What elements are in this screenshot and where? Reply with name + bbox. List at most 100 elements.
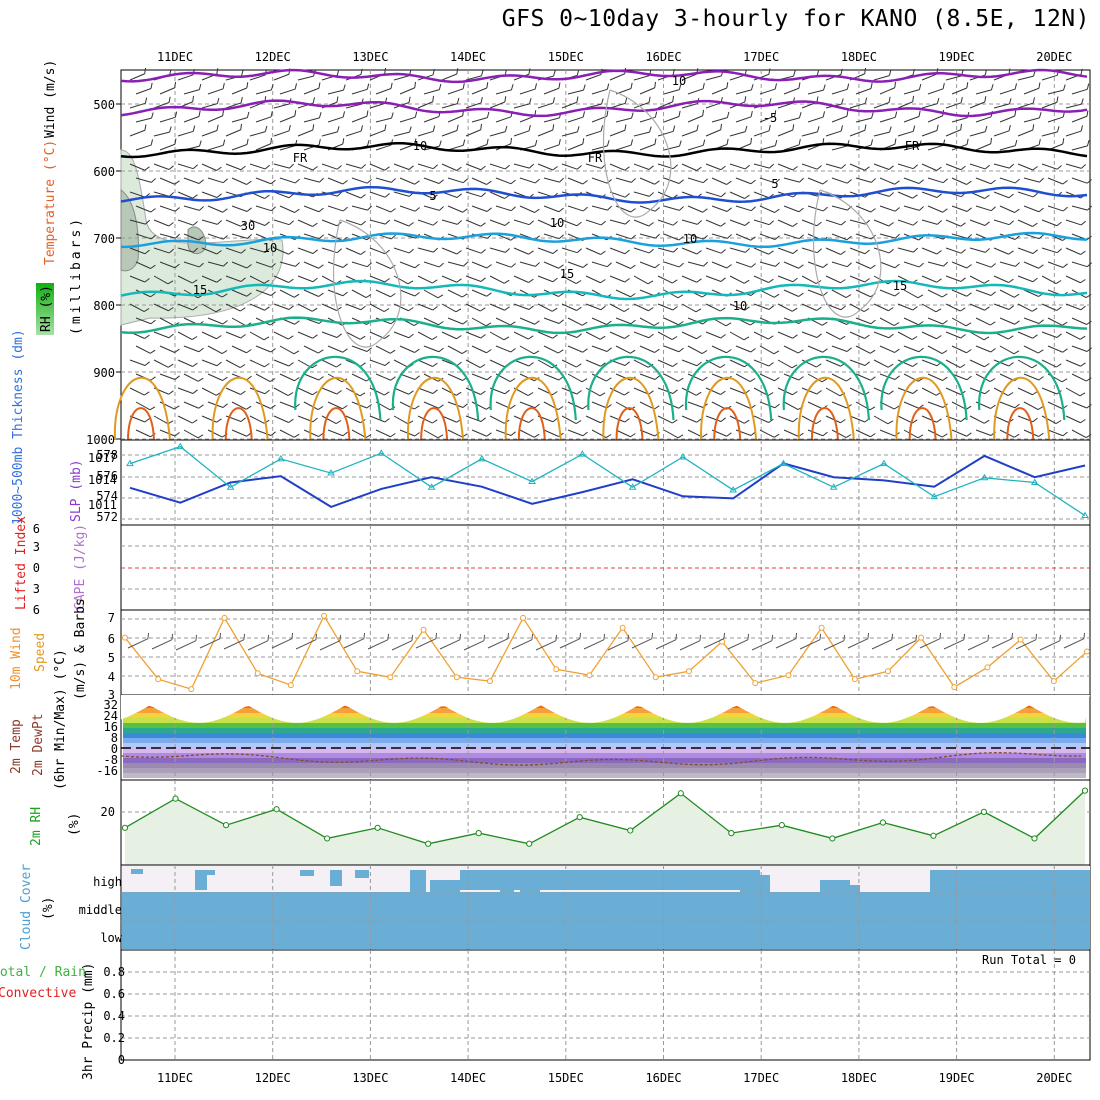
- slp-marker: [779, 459, 788, 467]
- wind-barb: [207, 109, 225, 123]
- date-label: 13DEC: [352, 50, 388, 64]
- rh-point: [576, 814, 583, 821]
- wind-barb: [369, 359, 390, 366]
- wind-barb: [927, 205, 948, 213]
- wind-barb: [681, 415, 702, 423]
- wind-speed-point: [619, 624, 626, 631]
- wind-barb: [633, 387, 654, 395]
- rh-point: [778, 822, 785, 829]
- rh-contour: [813, 189, 882, 318]
- wind-barb: [471, 317, 492, 327]
- wind-barb: [183, 345, 204, 353]
- contour-label: 15: [560, 267, 574, 281]
- surface-barb: [271, 632, 294, 649]
- wind-barb: [903, 317, 924, 326]
- wind-barb: [345, 247, 366, 255]
- wind-barb: [567, 205, 588, 212]
- wind-barb: [303, 345, 324, 354]
- wind-barb: [159, 233, 180, 239]
- slp-marker: [226, 483, 235, 490]
- date-label: 12DEC: [255, 50, 291, 64]
- wind-barb: [609, 415, 630, 423]
- wind-barb: [945, 359, 966, 368]
- tick-label: 8: [111, 731, 118, 745]
- wind-barb: [297, 163, 318, 171]
- wind-barb: [471, 429, 492, 437]
- wind-barb: [351, 110, 369, 123]
- wind-barb: [375, 261, 396, 269]
- wind-barb: [297, 219, 318, 227]
- slp-marker: [1081, 511, 1089, 519]
- wind-barb: [417, 95, 435, 109]
- wind-barb: [1023, 82, 1041, 95]
- rh-point: [425, 840, 432, 847]
- wind-barb: [657, 359, 678, 367]
- wind-barb: [1041, 303, 1062, 311]
- wind-barb: [681, 275, 702, 283]
- wind-barb: [1071, 83, 1090, 95]
- tick-label: 3: [33, 540, 40, 554]
- wind-barb: [783, 112, 802, 123]
- wind-barb: [441, 219, 462, 225]
- wind-barb: [657, 303, 678, 311]
- date-label: 20DEC: [1036, 50, 1072, 64]
- wind-barb: [375, 345, 396, 354]
- wind-barb: [663, 140, 682, 151]
- tick-label: 6: [33, 522, 40, 536]
- wind-barb: [1017, 163, 1038, 171]
- wind-barb: [1017, 275, 1038, 283]
- wind-speed-point: [818, 624, 825, 631]
- contour-label: FR: [588, 151, 603, 165]
- wind-barb: [231, 111, 250, 123]
- contour-30: [1006, 407, 1035, 441]
- wind-barb: [465, 163, 486, 171]
- wind-barb: [585, 303, 606, 311]
- wind-barb: [417, 219, 438, 226]
- wind-barb: [249, 303, 270, 311]
- tick-label: 3: [33, 582, 40, 596]
- wind-barb: [513, 247, 534, 255]
- wind-barb: [687, 261, 708, 267]
- wind-barb: [153, 303, 174, 312]
- wind-barb: [591, 205, 612, 211]
- wind-barb: [519, 261, 540, 267]
- wind-barb: [993, 163, 1014, 169]
- slp-marker: [679, 453, 687, 460]
- wind-barb: [327, 84, 346, 95]
- rh-point: [728, 830, 735, 837]
- wind-barb: [831, 345, 852, 352]
- wind-barb: [903, 83, 922, 95]
- wind-barb: [1065, 387, 1086, 397]
- wind-barb: [783, 177, 804, 183]
- wind-barb: [135, 139, 154, 151]
- date-label: 14DEC: [450, 1071, 486, 1085]
- wind-barb: [855, 373, 876, 381]
- wind-barb: [135, 233, 156, 240]
- wind-barb: [273, 163, 294, 169]
- wind-barb: [1071, 205, 1092, 211]
- wind-barb: [201, 124, 219, 137]
- contour-minus10: [120, 68, 1088, 84]
- wind-barb: [399, 111, 418, 123]
- wind-barb: [783, 289, 804, 297]
- wind-barb: [489, 275, 510, 284]
- wind-barb: [201, 191, 222, 198]
- wind-barb: [1023, 373, 1044, 381]
- wind-barb: [831, 261, 852, 268]
- wind-barb: [447, 401, 468, 408]
- wind-barb: [129, 303, 150, 312]
- wind-barb: [255, 261, 276, 268]
- wind-barb: [447, 317, 468, 325]
- wind-barb: [879, 111, 898, 123]
- wind-barb: [231, 82, 249, 95]
- wind-barb: [897, 163, 918, 170]
- wind-barb: [615, 261, 636, 269]
- wind-barb: [711, 261, 732, 269]
- wind-barb: [183, 373, 204, 382]
- temp-color-band: [123, 753, 1086, 758]
- wind-barb: [711, 177, 732, 185]
- temp-color-band: [123, 733, 1086, 738]
- contour-30: [420, 407, 449, 441]
- wind-barb: [759, 177, 780, 184]
- wind-barb: [1065, 303, 1086, 311]
